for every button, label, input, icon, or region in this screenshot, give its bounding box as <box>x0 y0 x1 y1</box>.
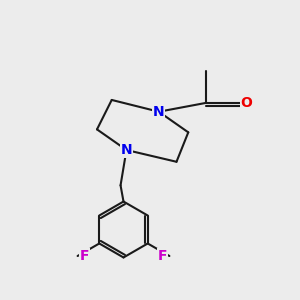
Text: F: F <box>79 249 89 263</box>
Text: F: F <box>158 249 168 263</box>
Text: N: N <box>153 105 165 119</box>
Text: O: O <box>241 96 253 110</box>
Text: N: N <box>121 143 132 157</box>
